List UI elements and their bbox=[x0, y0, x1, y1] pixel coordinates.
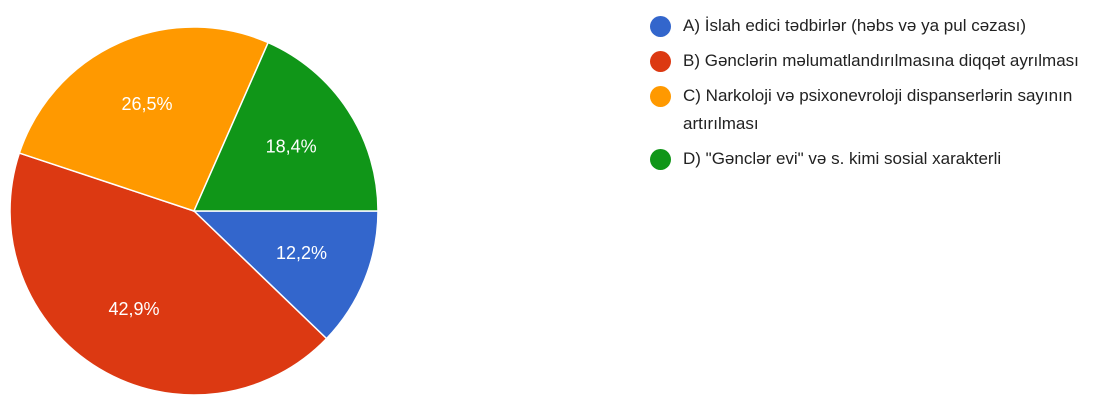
legend-label: D) "Gənclər evi" və s. kimi sosial xarak… bbox=[683, 149, 1002, 168]
legend-label: C) Narkoloji və psixonevroloji dispanser… bbox=[683, 86, 1073, 133]
legend-label: A) İslah edici tədbirlər (həbs və ya pul… bbox=[683, 16, 1026, 35]
pie-slice bbox=[192, 210, 379, 340]
pie-slice bbox=[9, 152, 328, 396]
legend-swatch bbox=[650, 51, 671, 72]
slice-label: 42,9% bbox=[109, 299, 160, 319]
pie: 12,2% 42,9% 26,5% 18,4% bbox=[9, 26, 379, 396]
legend-swatch bbox=[650, 86, 671, 107]
slice-label: 12,2% bbox=[276, 243, 327, 263]
legend-swatch bbox=[650, 16, 671, 37]
legend-item: A) İslah edici tədbirlər (həbs və ya pul… bbox=[650, 12, 1083, 40]
legend: A) İslah edici tədbirlər (həbs və ya pul… bbox=[650, 12, 1090, 180]
pie-slice bbox=[192, 41, 379, 212]
slice-label: 26,5% bbox=[121, 94, 172, 114]
legend-item: D) "Gənclər evi" və s. kimi sosial xarak… bbox=[650, 145, 1083, 173]
legend-label: B) Gənclərin məlumatlandırılmasına diqqə… bbox=[683, 51, 1079, 70]
pie-slice bbox=[18, 26, 270, 212]
legend-item: B) Gənclərin məlumatlandırılmasına diqqə… bbox=[650, 47, 1083, 75]
slice-label: 18,4% bbox=[266, 136, 317, 156]
legend-swatch bbox=[650, 149, 671, 170]
legend-item: C) Narkoloji və psixonevroloji dispanser… bbox=[650, 82, 1083, 138]
